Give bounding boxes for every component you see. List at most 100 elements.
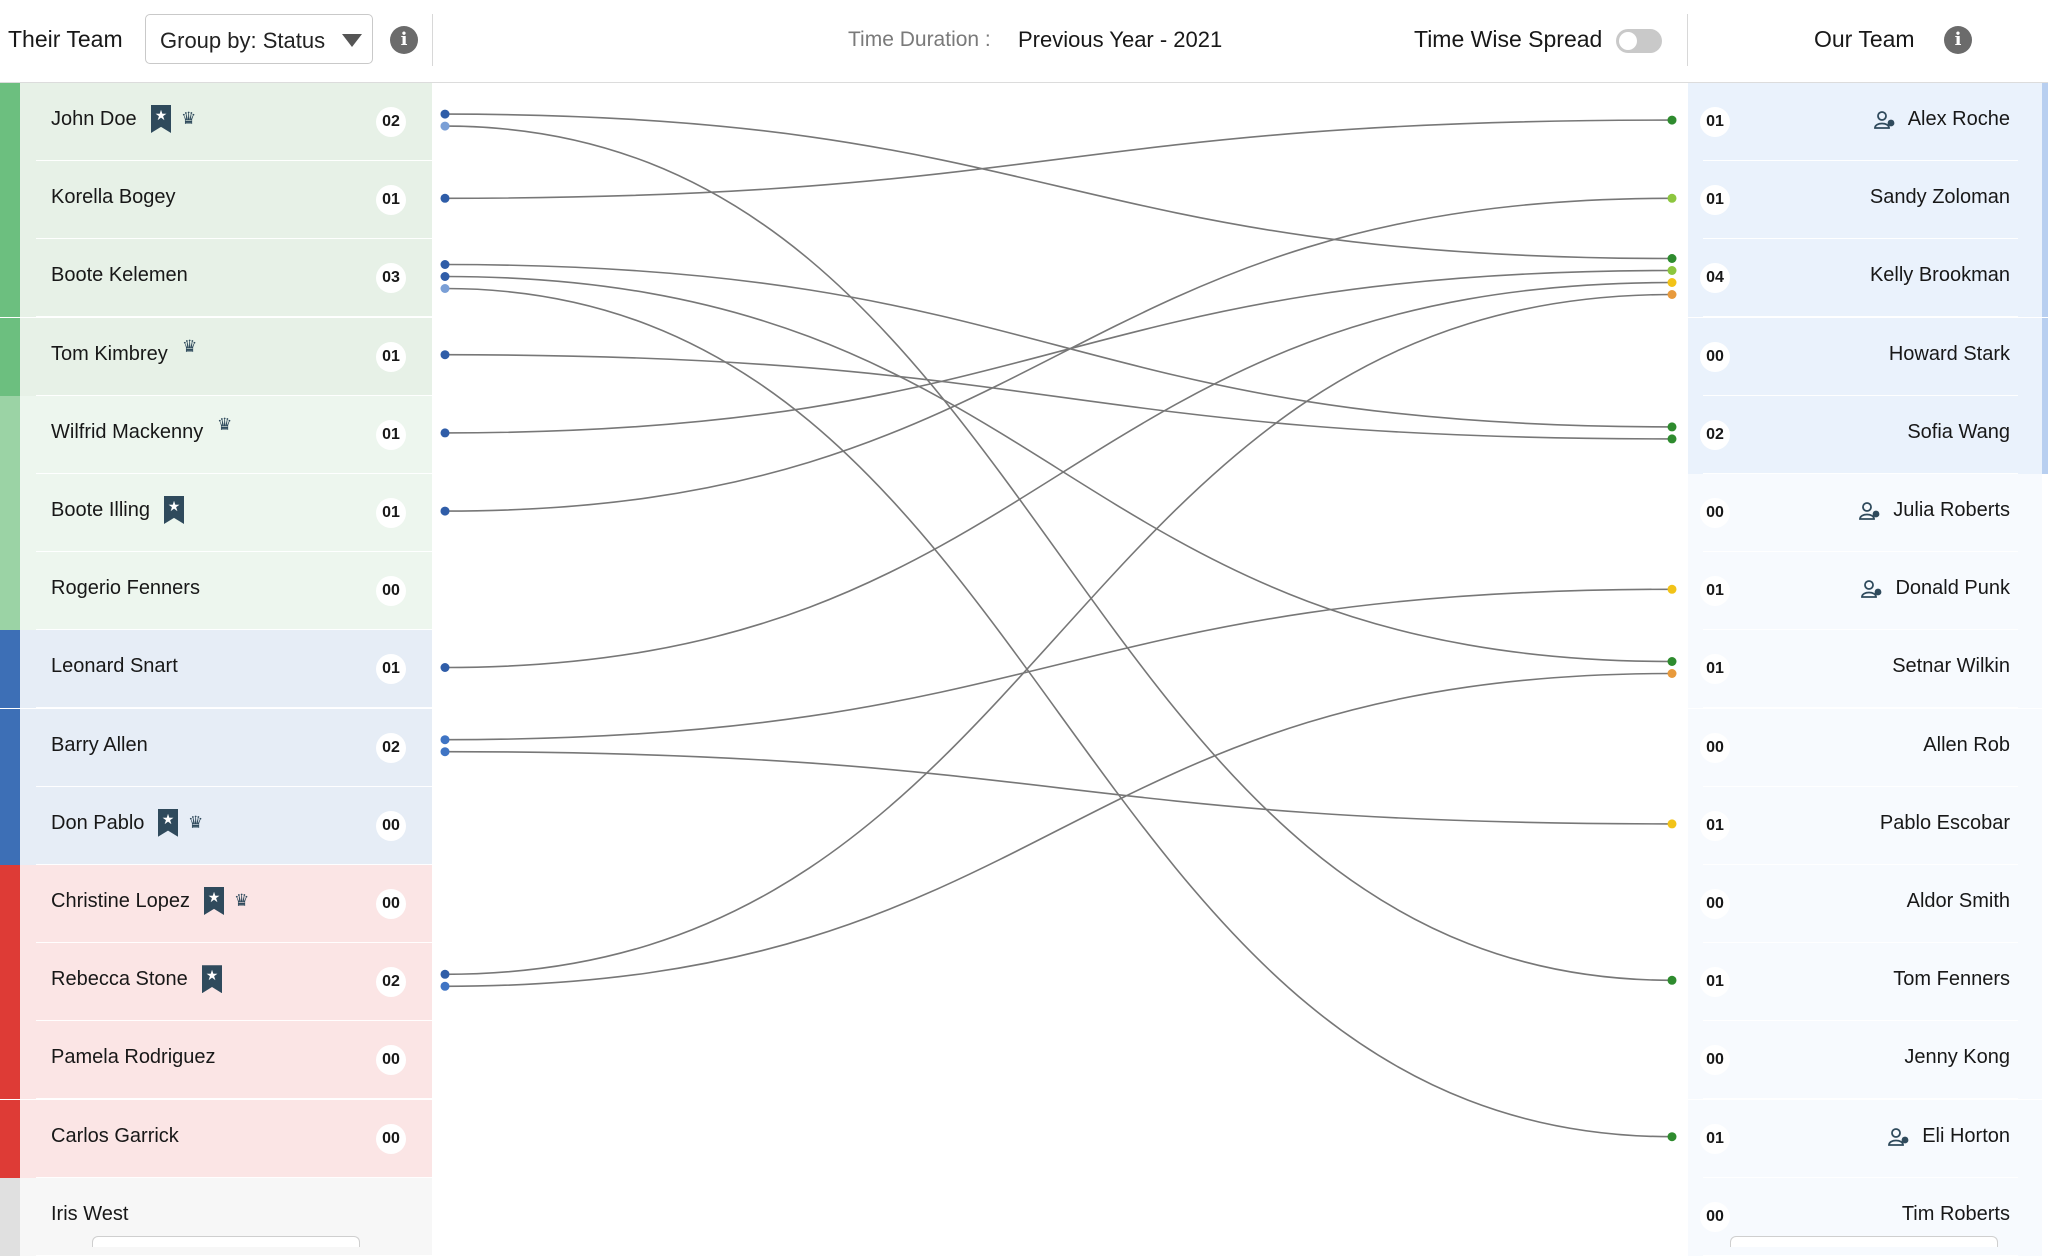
their-team-row[interactable]: Rogerio Fenners 00	[0, 552, 432, 631]
connection-link[interactable]	[444, 672, 1673, 988]
our-team-row[interactable]: 00 Howard Stark	[1688, 317, 2048, 396]
connection-link[interactable]	[444, 125, 1673, 982]
their-team-row[interactable]: Don Pablo ★ ♛ 00	[0, 786, 432, 865]
count-badge: 01	[376, 419, 406, 450]
right-endpoint-dot	[1667, 657, 1677, 666]
info-icon[interactable]: i	[390, 26, 418, 54]
person-name: Aldor Smith	[1906, 890, 2010, 912]
left-endpoint-dot	[440, 109, 450, 119]
person-name: Boote Kelemen	[51, 264, 188, 287]
their-team-row[interactable]: Pamela Rodriguez 00	[0, 1021, 432, 1100]
our-team-row[interactable]: 01 Eli Horton	[1688, 1099, 2048, 1178]
row-divider	[36, 707, 432, 709]
left-endpoint-dot	[440, 260, 450, 269]
toggle-knob	[1619, 32, 1637, 50]
row-background	[20, 552, 432, 631]
person-name: Carlos Garrick	[51, 1124, 179, 1147]
connection-link[interactable]	[444, 275, 1673, 663]
row-divider	[36, 785, 432, 787]
their-team-row[interactable]: Rebecca Stone ★ 02	[0, 943, 432, 1022]
our-team-row[interactable]: 00 Aldor Smith	[1688, 865, 2048, 943]
connection-link[interactable]	[444, 353, 1673, 440]
row-background	[20, 786, 432, 865]
their-team-row[interactable]: Boote Kelemen 03	[0, 239, 432, 318]
row-divider	[1703, 472, 2018, 474]
status-group-bar	[2042, 708, 2048, 787]
our-team-row[interactable]: 04 Kelly Brookman	[1688, 239, 2048, 318]
our-team-row[interactable]: 01 Sandy Zoloman	[1688, 161, 2048, 240]
time-duration-label: Time Duration :	[848, 28, 991, 51]
our-team-row[interactable]: 02 Sofia Wang	[1688, 395, 2048, 474]
count-badge: 00	[1700, 498, 1730, 528]
header-divider	[1687, 14, 1688, 66]
status-group-bar	[0, 239, 20, 318]
right-endpoint-dot	[1667, 422, 1677, 432]
count-badge: 00	[1700, 732, 1730, 763]
connection-link[interactable]	[444, 119, 1673, 200]
bookmark-star-icon: ★	[158, 808, 178, 837]
status-group-bar	[0, 395, 20, 474]
their-team-row[interactable]: Christine Lopez ★ ♛ 00	[0, 865, 432, 943]
our-team-row[interactable]: 01 Pablo Escobar	[1688, 786, 2048, 865]
connection-link[interactable]	[444, 263, 1673, 428]
count-badge: 01	[1700, 654, 1730, 685]
our-team-row[interactable]: 01 Alex Roche	[1688, 83, 2048, 161]
count-badge: 01	[376, 498, 406, 528]
group-by-dropdown[interactable]: Group by: Status	[145, 14, 373, 64]
status-group-bar	[2042, 786, 2048, 865]
time-duration-value[interactable]: Previous Year - 2021	[1018, 27, 1223, 52]
info-icon[interactable]: i	[1944, 26, 1972, 54]
our-team-row[interactable]: 01 Tom Fenners	[1688, 943, 2048, 1022]
their-team-row[interactable]: Tom Kimbrey ♛ 01	[0, 317, 432, 396]
our-team-row[interactable]: 00 Jenny Kong	[1688, 1021, 2048, 1100]
connection-link[interactable]	[444, 281, 1673, 669]
connection-link[interactable]	[444, 197, 1673, 512]
left-endpoint-dot	[440, 506, 450, 516]
their-team-row[interactable]: Korella Bogey 01	[0, 161, 432, 240]
status-group-bar	[0, 786, 20, 865]
status-group-bar	[2042, 474, 2048, 552]
left-endpoint-dot	[440, 981, 450, 991]
left-endpoint-dot	[440, 350, 450, 360]
person-icons: ★ ♛	[158, 808, 206, 837]
scroll-handle[interactable]	[1730, 1236, 1998, 1247]
connection-link[interactable]	[444, 293, 1673, 976]
our-team-row[interactable]: 01 Setnar Wilkin	[1688, 630, 2048, 709]
connection-link[interactable]	[444, 269, 1673, 434]
our-team-row[interactable]: 01 Donald Punk	[1688, 552, 2048, 631]
status-group-bar	[0, 161, 20, 240]
row-background	[1688, 786, 2042, 865]
connection-link[interactable]	[444, 287, 1673, 1138]
row-background	[20, 1021, 432, 1100]
group-by-label: Group by: Status	[160, 28, 326, 53]
status-group-bar	[2042, 1099, 2048, 1178]
person-name: Sandy Zoloman	[1869, 186, 2010, 209]
row-divider	[36, 1098, 432, 1100]
person-name: Iris West	[51, 1202, 129, 1225]
their-team-row[interactable]: Wilfrid Mackenny ♛ 01	[0, 395, 432, 474]
their-team-row[interactable]: Leonard Snart 01	[0, 630, 432, 709]
person-name: Christine Lopez	[51, 890, 190, 912]
crown-icon: ♛	[234, 891, 250, 910]
person-name: Julia Roberts	[1893, 499, 2010, 521]
bookmark-star-icon: ★	[164, 496, 184, 524]
status-group-bar	[2042, 943, 2048, 1022]
person-name: Korella Bogey	[51, 186, 176, 209]
their-team-row[interactable]: John Doe ★ ♛ 02	[0, 83, 432, 161]
their-team-row[interactable]: Boote Illing ★ 01	[0, 474, 432, 552]
row-background	[1688, 552, 2042, 631]
their-team-row[interactable]: Barry Allen 02	[0, 708, 432, 787]
count-badge: 00	[376, 1123, 406, 1154]
status-group-bar	[2042, 317, 2048, 396]
row-divider	[36, 238, 432, 240]
their-team-row[interactable]: Carlos Garrick 00	[0, 1099, 432, 1178]
scroll-handle[interactable]	[92, 1236, 360, 1247]
count-badge: 02	[1700, 419, 1730, 450]
connection-link[interactable]	[444, 588, 1673, 741]
connection-link[interactable]	[444, 750, 1673, 825]
our-team-row[interactable]: 00 Julia Roberts	[1688, 474, 2048, 552]
connection-link[interactable]	[444, 113, 1673, 260]
count-badge: 00	[376, 576, 406, 607]
time-wise-spread-toggle[interactable]	[1616, 29, 1662, 53]
our-team-row[interactable]: 00 Allen Rob	[1688, 708, 2048, 787]
